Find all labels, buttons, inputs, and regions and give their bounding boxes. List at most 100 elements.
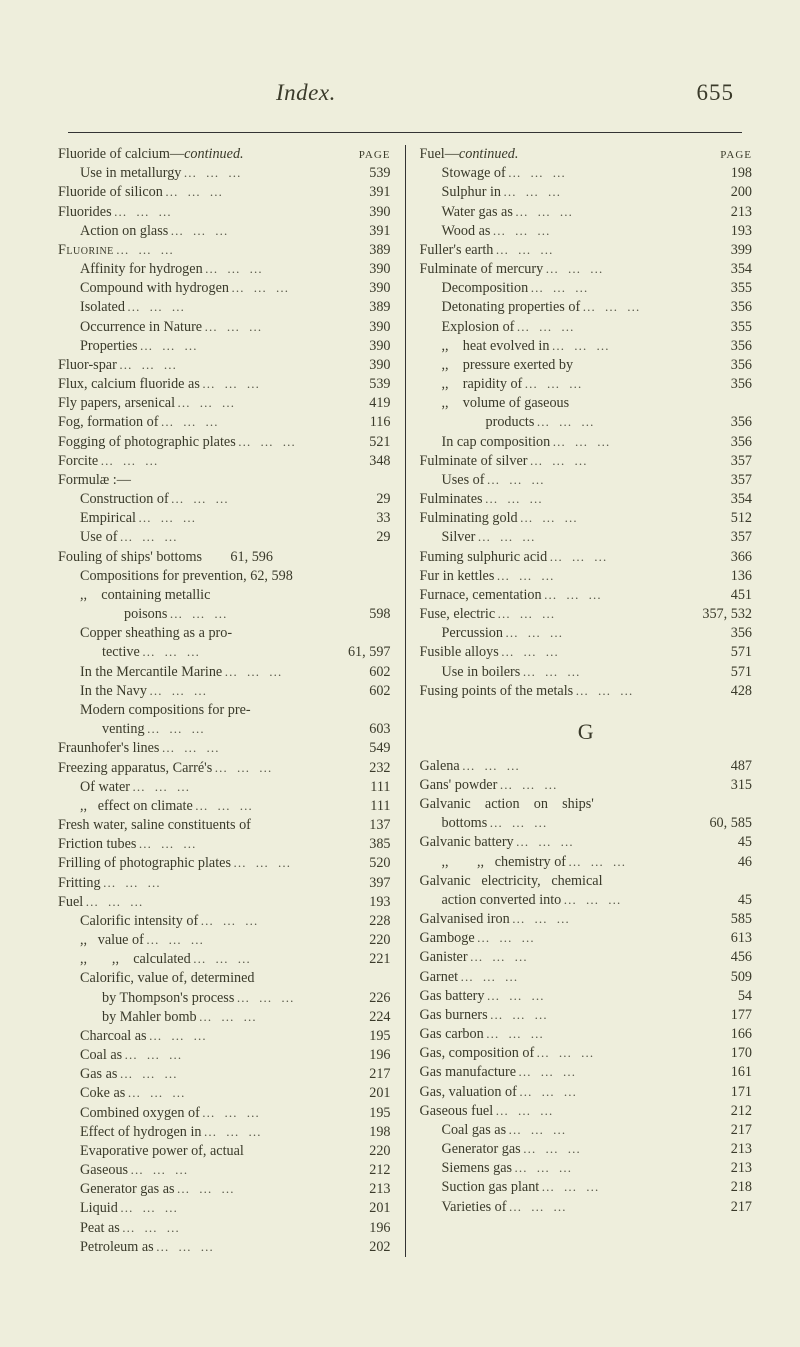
index-entry: ,, effect on climate… … …111 [58, 797, 391, 816]
index-entry-label: ,, containing metallic [58, 586, 210, 605]
columns: Fluoride of calcium—continued.PAGEUse in… [58, 145, 752, 1257]
index-entry-label: Construction of [58, 490, 169, 509]
index-entry-label: Galvanic action on ships' [420, 795, 594, 814]
index-entry-page: 200 [716, 183, 752, 202]
index-entry: Fusible alloys… … …571 [420, 643, 753, 662]
index-entry-page: 428 [716, 682, 752, 701]
index-entry-label: Fusible alloys [420, 643, 499, 662]
index-entry-page: 390 [355, 337, 391, 356]
leader-dots: … … … [234, 989, 354, 1007]
index-entry: Detonating properties of… … …356 [420, 298, 753, 317]
index-entry: Generator gas as… … …213 [58, 1180, 391, 1199]
column-head: PAGE [359, 148, 391, 163]
index-entry-page: 217 [716, 1198, 752, 1217]
index-entry-page: 196 [355, 1219, 391, 1238]
index-entry-label: by Thompson's process [58, 989, 234, 1008]
index-entry: Galena… … …487 [420, 757, 753, 776]
index-entry: Decomposition… … …355 [420, 279, 753, 298]
index-entry-label: ,, volume of gaseous [420, 394, 570, 413]
index-entry: Properties… … …390 [58, 337, 391, 356]
column-head: PAGE [720, 148, 752, 163]
index-entry: Garnet… … …509 [420, 968, 753, 987]
leader-dots: … … … [169, 490, 355, 508]
index-entry-page: 366 [716, 548, 752, 567]
index-entry-page: 111 [355, 778, 391, 797]
index-entry-label: Action on glass [58, 222, 168, 241]
index-entry: by Thompson's process… … …226 [58, 989, 391, 1008]
index-entry-page: 357, 532 [702, 605, 752, 624]
index-entry-page: 390 [355, 356, 391, 375]
index-entry-label: Empirical [58, 509, 136, 528]
index-entry-label: poisons [58, 605, 167, 624]
index-entry-label: ,, ,, calculated [58, 950, 191, 969]
index-entry: Fulminates… … …354 [420, 490, 753, 509]
leader-dots: … … … [138, 337, 355, 355]
index-entry-page: 389 [355, 298, 391, 317]
index-entry: ,, value of… … …220 [58, 931, 391, 950]
index-entry: Fuel—continued.PAGE [420, 145, 753, 164]
index-entry: Fly papers, arsenical… … …419 [58, 394, 391, 413]
index-entry-label: Flux, calcium fluoride as [58, 375, 200, 394]
index-entry-page: 509 [716, 968, 752, 987]
leader-dots: … … … [181, 164, 354, 182]
index-entry-page: 399 [716, 241, 752, 260]
leader-dots: … … … [130, 778, 354, 796]
index-entry-page: 356 [716, 624, 752, 643]
index-entry-page: 212 [716, 1102, 752, 1121]
index-entry: Empirical… … …33 [58, 509, 391, 528]
index-entry: Fuel… … …193 [58, 893, 391, 912]
index-entry-page: 201 [355, 1084, 391, 1103]
index-entry-label: Of water [58, 778, 130, 797]
leader-dots: … … … [125, 298, 355, 316]
index-entry-page: 136 [716, 567, 752, 586]
index-entry-label: In the Mercantile Marine [58, 663, 222, 682]
page-number: 655 [697, 80, 735, 106]
index-entry-label: Freezing apparatus, Carré's [58, 759, 212, 778]
index-entry: ,, heat evolved in… … …356 [420, 337, 753, 356]
index-entry-page: 111 [355, 797, 391, 816]
index-entry: In cap composition… … …356 [420, 433, 753, 452]
index-entry-label: Calorific, value of, determined [58, 969, 255, 988]
leader-dots: … … … [200, 375, 355, 393]
index-entry-label: Fritting [58, 874, 101, 893]
index-entry-label: Fur in kettles [420, 567, 495, 586]
leader-dots: … … … [201, 1123, 354, 1141]
index-entry: Fraunhofer's lines… … …549 [58, 739, 391, 758]
index-entry-label: Gaseous fuel [420, 1102, 494, 1121]
index-entry: Copper sheathing as a pro- [58, 624, 391, 643]
index-entry-label: Isolated [58, 298, 125, 317]
index-entry: ,, ,, calculated… … …221 [58, 950, 391, 969]
index-entry: Occurrence in Nature… … …390 [58, 318, 391, 337]
index-entry: Gas burners… … …177 [420, 1006, 753, 1025]
index-entry: ,, containing metallic [58, 586, 391, 605]
index-entry: Galvanised iron… … …585 [420, 910, 753, 929]
index-entry-page: 45 [716, 891, 752, 910]
index-entry: Ganister… … …456 [420, 948, 753, 967]
index-entry-label: Fly papers, arsenical [58, 394, 175, 413]
index-entry-label: Gas carbon [420, 1025, 484, 1044]
index-entry: ,, rapidity of… … …356 [420, 375, 753, 394]
leader-dots: … … … [222, 663, 354, 681]
index-entry: Galvanic battery… … …45 [420, 833, 753, 852]
leader-dots: … … … [494, 567, 716, 585]
leader-dots: … … … [488, 1006, 716, 1024]
index-entry-label: Fog, formation of [58, 413, 158, 432]
index-entry-page: 355 [716, 318, 752, 337]
index-entry-page: 198 [716, 164, 752, 183]
index-entry: Uses of… … …357 [420, 471, 753, 490]
index-entry: Forcite… … …348 [58, 452, 391, 471]
leader-dots: … … … [522, 375, 716, 393]
index-entry: Fog, formation of… … …116 [58, 413, 391, 432]
leader-dots: … … … [147, 1027, 355, 1045]
index-entry-label: action converted into [420, 891, 562, 910]
leader-dots: … … … [518, 509, 716, 527]
leader-dots: … … … [475, 528, 716, 546]
leader-dots: … … … [542, 586, 716, 604]
index-entry: Compound with hydrogen… … …390 [58, 279, 391, 298]
index-entry-label: Wood as [420, 222, 491, 241]
index-entry: Compositions for prevention, 62, 598 [58, 567, 391, 586]
index-entry: Gaseous… … …212 [58, 1161, 391, 1180]
leader-dots: … … … [484, 1025, 716, 1043]
index-entry: Wood as… … …193 [420, 222, 753, 241]
index-entry-label: ,, pressure exerted by [420, 356, 574, 375]
